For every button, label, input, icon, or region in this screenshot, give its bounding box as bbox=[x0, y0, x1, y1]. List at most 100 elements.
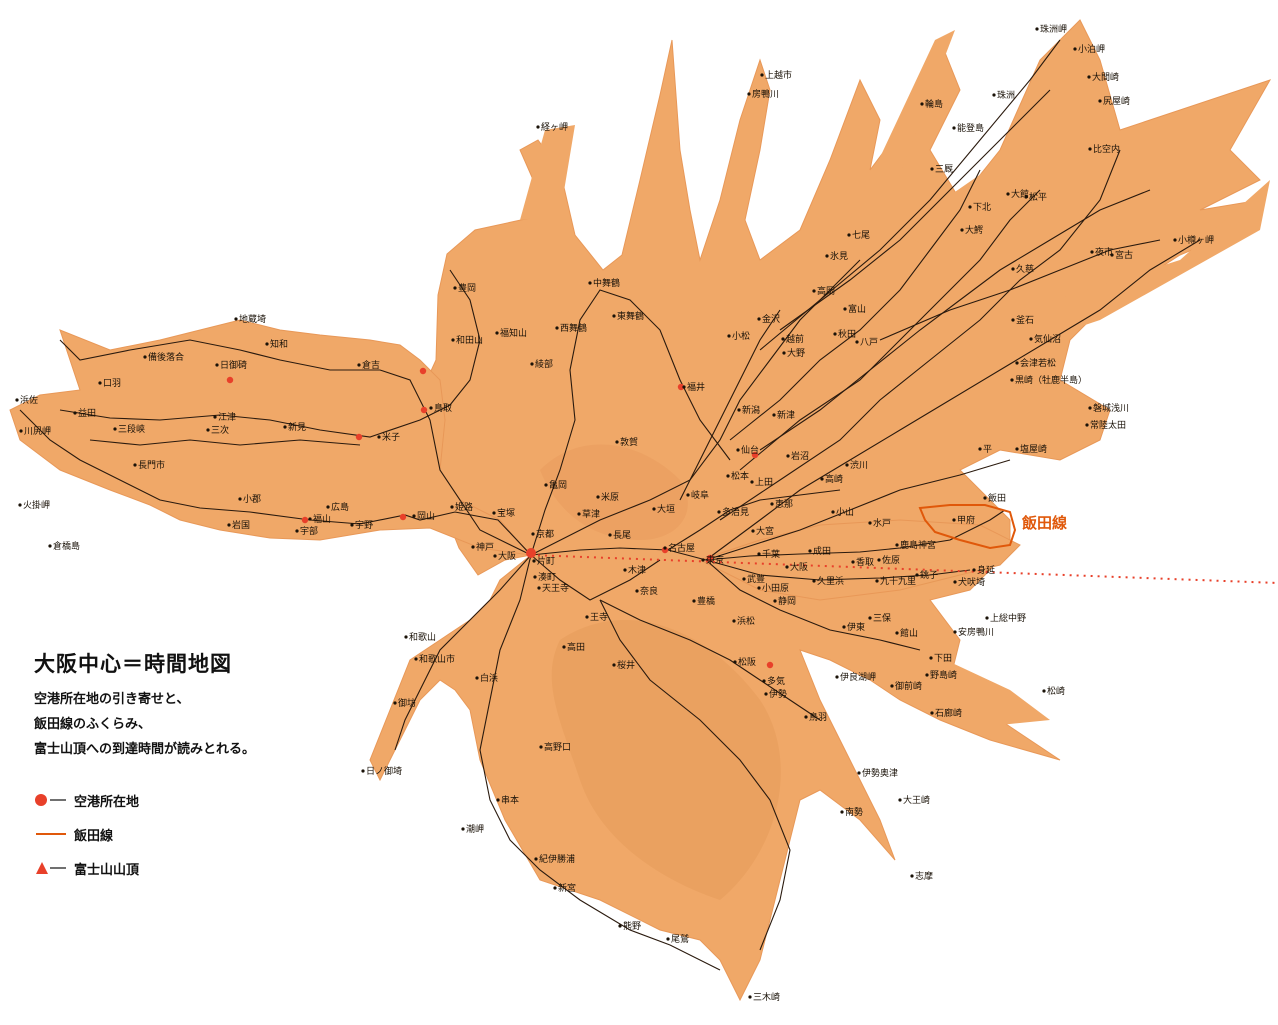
place-59: 新津 bbox=[772, 409, 795, 421]
place-dot bbox=[757, 317, 761, 321]
place-124: 館山 bbox=[895, 627, 918, 639]
legend-label-fuji: 富士山山頂 bbox=[74, 862, 140, 878]
place-label: 平 bbox=[983, 444, 992, 455]
place-dot bbox=[692, 599, 696, 603]
place-label: 日御碕 bbox=[220, 359, 247, 371]
place-108: 小田原 bbox=[757, 583, 789, 594]
place-dot bbox=[772, 413, 776, 417]
place-dot bbox=[825, 254, 829, 258]
place-33: 大野 bbox=[782, 347, 805, 359]
place-label: 房鴨川 bbox=[752, 88, 779, 100]
place-label: 豊橋 bbox=[697, 595, 715, 607]
place-dot bbox=[764, 692, 768, 696]
place-dot bbox=[18, 503, 22, 507]
place-66: 長門市 bbox=[133, 459, 165, 471]
place-dot bbox=[1015, 361, 1019, 365]
iida-line bbox=[918, 504, 1017, 550]
place-119: 浜松 bbox=[732, 615, 755, 627]
route-chugoku bbox=[89, 439, 361, 446]
place-label: 館山 bbox=[900, 627, 918, 639]
place-dot bbox=[898, 798, 902, 802]
place-dot bbox=[493, 554, 497, 558]
place-25: 福知山 bbox=[495, 327, 527, 339]
place-118: 静岡 bbox=[773, 595, 796, 607]
place-label: 敦賀 bbox=[620, 436, 638, 448]
place-label: 熊野 bbox=[623, 920, 641, 932]
place-dot bbox=[804, 715, 808, 719]
place-label: 新宮 bbox=[558, 882, 576, 894]
place-label: 東舞鶴 bbox=[617, 310, 644, 322]
place-label: 三木崎 bbox=[753, 991, 780, 1003]
place-35: 八戸 bbox=[855, 337, 878, 348]
place-dot bbox=[357, 363, 361, 367]
place-99: 鹿島神宮 bbox=[895, 539, 936, 551]
place-125: 王寺 bbox=[585, 612, 608, 623]
place-label: 下田 bbox=[934, 653, 952, 664]
place-label: 三保 bbox=[873, 612, 891, 624]
route-boso bbox=[705, 559, 971, 581]
place-50: 浜佐 bbox=[15, 394, 38, 406]
place-37: 釜石 bbox=[1011, 314, 1034, 326]
place-dot bbox=[533, 575, 537, 579]
place-64: 磐城浅川 bbox=[1088, 402, 1129, 414]
place-label: 小郡 bbox=[243, 494, 261, 505]
airport-marker bbox=[677, 383, 685, 391]
place-dot bbox=[532, 559, 536, 563]
place-dot bbox=[1029, 337, 1033, 341]
place-38: 気仙沼 bbox=[1029, 333, 1061, 345]
place-28: 金沢 bbox=[757, 313, 780, 325]
place-label: 西舞鶴 bbox=[560, 322, 587, 334]
place-label: 小泊岬 bbox=[1078, 44, 1105, 55]
place-63: 常陸太田 bbox=[1085, 419, 1126, 431]
place-132: 野島崎 bbox=[925, 669, 957, 681]
place-label: 南勢 bbox=[845, 806, 863, 818]
place-dot bbox=[1011, 267, 1015, 271]
place-117: 武豊 bbox=[742, 573, 765, 585]
airport-marker bbox=[661, 546, 669, 554]
place-dot bbox=[133, 463, 137, 467]
place-label: 宇部 bbox=[300, 525, 318, 537]
place-dot bbox=[727, 334, 731, 338]
place-dot bbox=[429, 406, 433, 410]
place-dot bbox=[215, 363, 219, 367]
place-dot bbox=[555, 326, 559, 330]
place-15: 大鰐 bbox=[960, 224, 983, 236]
place-dot bbox=[843, 307, 847, 311]
place-dot bbox=[615, 440, 619, 444]
place-130: 松阪 bbox=[733, 656, 756, 668]
place-dot bbox=[73, 411, 77, 415]
place-90: 宇部 bbox=[295, 525, 318, 537]
place-label: 小田原 bbox=[762, 583, 789, 594]
place-dot bbox=[895, 631, 899, 635]
place-dot bbox=[1085, 423, 1089, 427]
place-label: 長尾 bbox=[613, 530, 631, 541]
place-dot bbox=[915, 573, 919, 577]
place-label: 三厩 bbox=[935, 164, 953, 175]
place-dot bbox=[978, 447, 982, 451]
place-label: 松阪 bbox=[738, 656, 756, 668]
place-label: 串本 bbox=[501, 794, 519, 806]
place-dot bbox=[666, 937, 670, 941]
place-dot bbox=[732, 619, 736, 623]
place-label: 多治見 bbox=[722, 506, 749, 518]
place-36: 久慈 bbox=[1011, 263, 1034, 275]
place-52: 江津 bbox=[213, 412, 236, 423]
route-izu bbox=[705, 559, 921, 651]
place-dot bbox=[785, 565, 789, 569]
place-label: 豊岡 bbox=[458, 282, 476, 294]
place-111: 犬吠埼 bbox=[953, 576, 985, 588]
legend-label-iida: 飯田線 bbox=[74, 828, 114, 844]
place-label: 岡山 bbox=[417, 511, 435, 522]
place-dot bbox=[461, 827, 465, 831]
land-spike-sanriku bbox=[960, 180, 1270, 360]
place-label: 神戸 bbox=[476, 541, 494, 553]
place-dot bbox=[537, 586, 541, 590]
legend-item-iida: 飯田線 bbox=[34, 825, 114, 844]
place-34: 秋田 bbox=[833, 328, 856, 340]
place-dot bbox=[1088, 406, 1092, 410]
place-dot bbox=[553, 886, 557, 890]
place-label: 尻屋崎 bbox=[1103, 95, 1130, 107]
place-dot bbox=[960, 228, 964, 232]
place-7: 尻屋崎 bbox=[1098, 95, 1130, 107]
place-1: 小泊岬 bbox=[1073, 44, 1105, 55]
